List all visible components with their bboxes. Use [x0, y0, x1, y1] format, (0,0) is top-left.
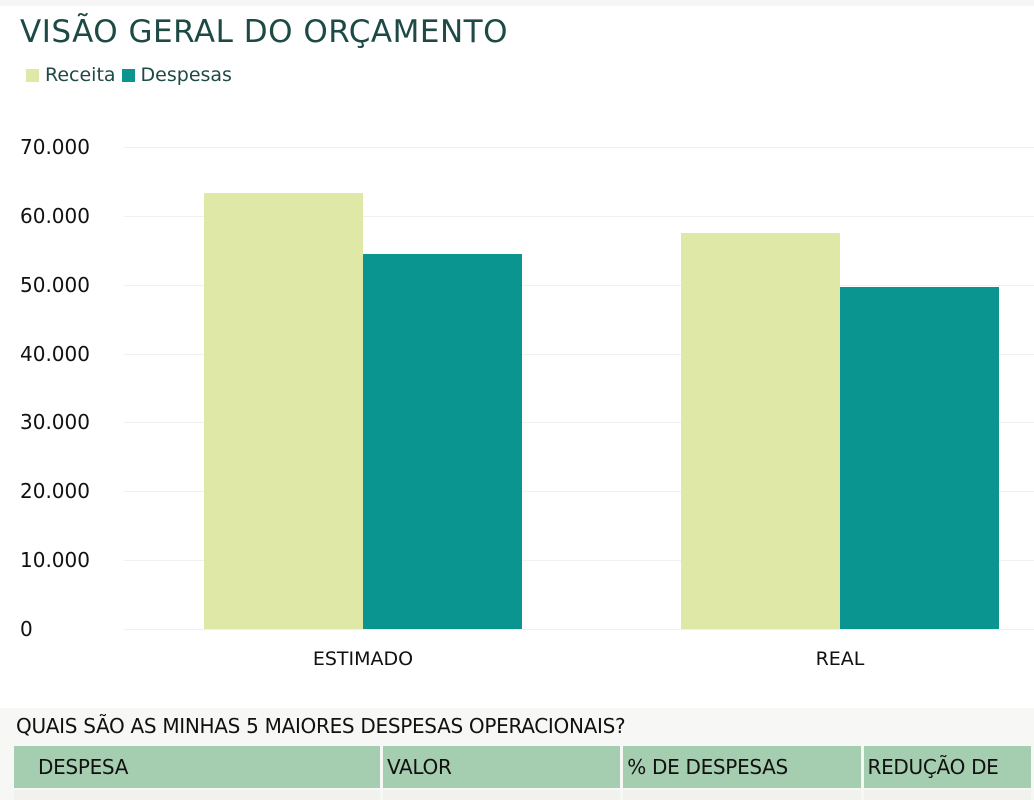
y-axis-tick-label: 30.000 — [20, 410, 90, 435]
legend-swatch-receita — [26, 68, 39, 82]
y-axis-tick-label: 50.000 — [20, 272, 90, 297]
top-border — [0, 0, 1034, 6]
column-header-valor[interactable]: VALOR — [382, 746, 621, 788]
chart-title: VISÃO GERAL DO ORÇAMENTO — [20, 14, 508, 50]
y-axis-tick-label: 20.000 — [20, 479, 90, 504]
gridline — [124, 629, 1034, 630]
y-axis-tick-label: 60.000 — [20, 203, 90, 228]
expenses-table-header: DESPESA VALOR % DE DESPESAS REDUÇÃO DE — [14, 746, 1034, 788]
gridline — [124, 491, 1034, 493]
gridline — [124, 215, 1034, 217]
chart-legend: Receita Despesas — [26, 64, 238, 86]
legend-item-despesas: Despesas — [121, 64, 232, 86]
table-cell[interactable] — [382, 790, 621, 800]
bar-real-receita[interactable] — [681, 233, 840, 629]
gridline — [124, 147, 1034, 148]
gridline — [124, 560, 1034, 562]
y-axis-tick-label: 40.000 — [20, 341, 90, 366]
gridline — [124, 284, 1034, 286]
y-axis-tick-label: 70.000 — [20, 135, 90, 159]
bar-real-despesas[interactable] — [840, 286, 999, 629]
column-header-percent-despesas[interactable]: % DE DESPESAS — [623, 746, 861, 788]
bar-estimado-despesas[interactable] — [363, 253, 522, 629]
column-header-despesa[interactable]: DESPESA — [14, 746, 380, 788]
table-cell[interactable] — [14, 790, 380, 800]
legend-label: Despesas — [140, 64, 232, 86]
table-cell[interactable] — [863, 790, 1031, 800]
legend-swatch-despesas — [121, 68, 135, 82]
gridline — [124, 422, 1034, 424]
legend-item-receita: Receita — [26, 64, 116, 86]
y-axis-tick-label: 10.000 — [20, 548, 90, 573]
table-row — [14, 790, 1034, 800]
bar-estimado-receita[interactable] — [204, 193, 363, 629]
gridline — [124, 353, 1034, 355]
y-axis-tick-label: 0 — [20, 617, 33, 641]
legend-label: Receita — [45, 64, 116, 86]
x-axis-category-label: REAL — [815, 648, 865, 670]
section-question: QUAIS SÃO AS MINHAS 5 MAIORES DESPESAS O… — [16, 714, 626, 738]
x-axis-category-label: ESTIMADO — [312, 648, 414, 670]
column-header-reducao[interactable]: REDUÇÃO DE — [863, 746, 1031, 788]
table-cell[interactable] — [623, 790, 861, 800]
